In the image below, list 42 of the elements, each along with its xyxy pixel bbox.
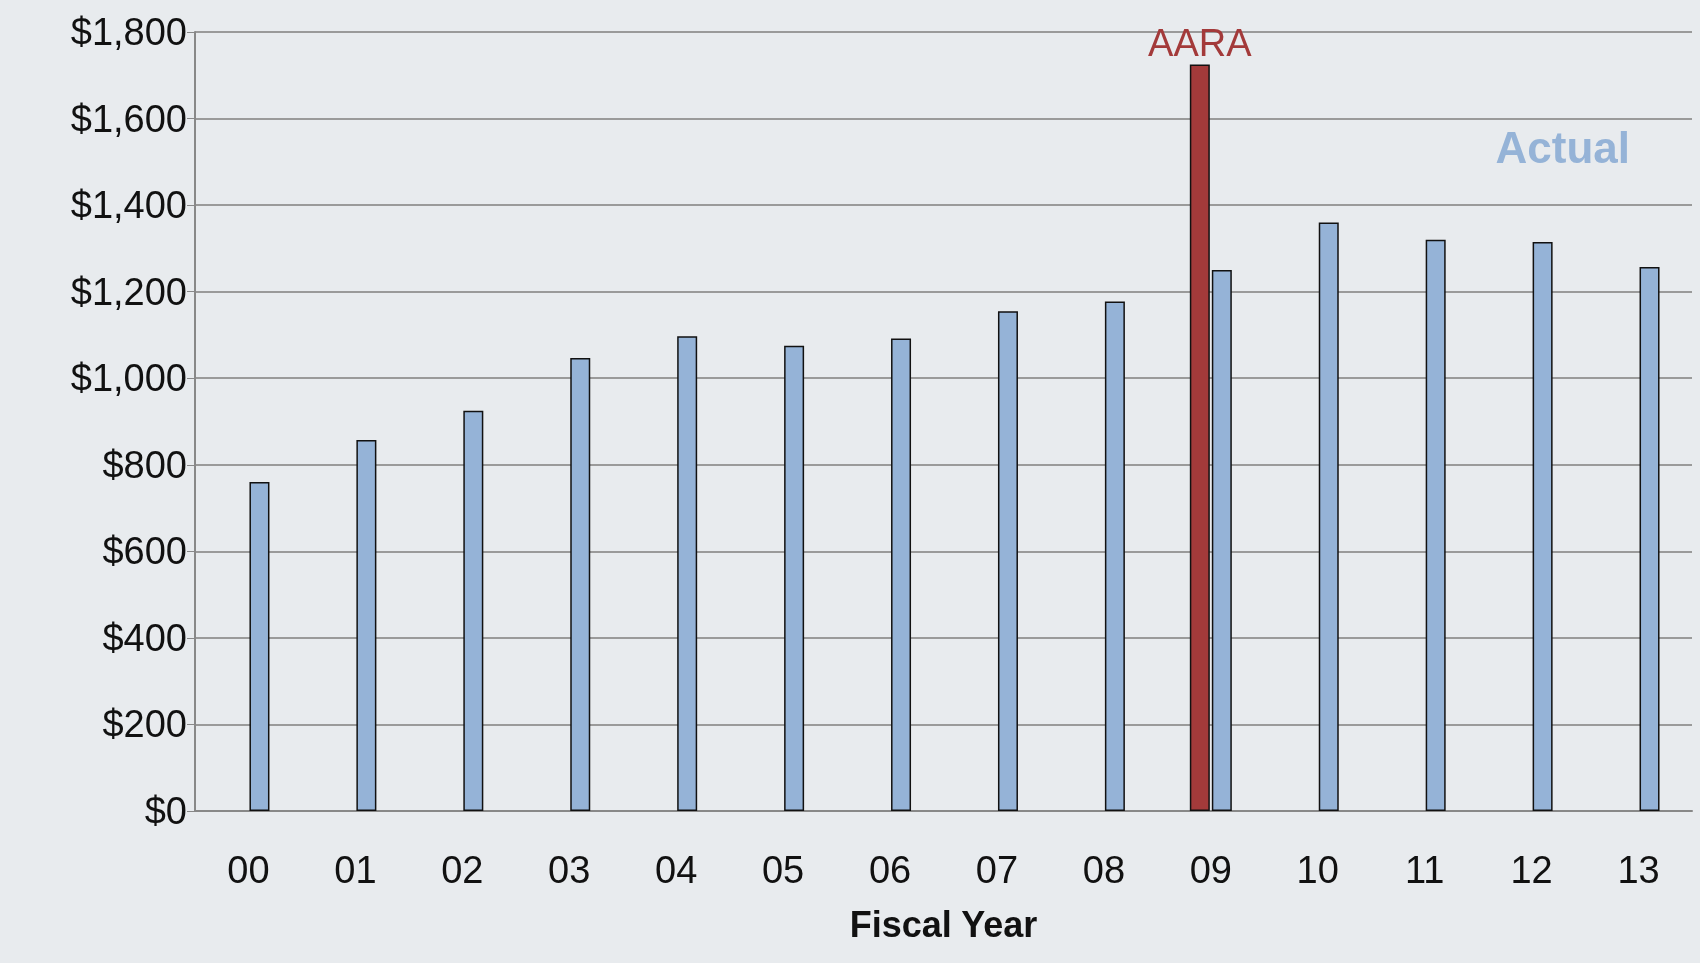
bar: [891, 338, 912, 811]
x-tick-label: 12: [1510, 849, 1553, 891]
x-tick-label: 04: [655, 849, 698, 891]
y-tick-label: $1,200: [70, 270, 187, 313]
y-tick-label: $1,600: [70, 97, 187, 140]
bar: [1425, 239, 1446, 811]
y-tick-label: $800: [102, 443, 187, 486]
x-tick-label: 10: [1296, 849, 1339, 891]
y-tick-label: $600: [102, 530, 187, 573]
bar: [1189, 64, 1210, 811]
bar: [570, 357, 591, 811]
x-tick-label: 06: [868, 849, 912, 891]
bar: [997, 311, 1018, 811]
bar: [1211, 270, 1232, 811]
series-label: AARA: [1148, 22, 1253, 65]
y-tick-label: $200: [102, 703, 187, 746]
x-tick-label: 01: [334, 849, 377, 891]
x-tick-label: 02: [441, 849, 484, 891]
x-tick-label: 08: [1082, 849, 1126, 891]
series-label: Actual: [1495, 122, 1631, 172]
x-tick-label: 07: [975, 849, 1019, 891]
x-axis-title: Fiscal Year: [849, 903, 1038, 945]
y-tick-label: $400: [102, 616, 187, 659]
y-tick-label: $1,000: [70, 357, 187, 400]
y-tick-label: $0: [144, 790, 187, 832]
bar: [463, 410, 484, 811]
bar: [356, 440, 377, 811]
bar: [1532, 241, 1553, 811]
x-tick-label: 05: [761, 849, 805, 891]
bar: [1639, 267, 1660, 811]
bar: [677, 336, 698, 811]
bar: [784, 345, 805, 811]
x-tick-label: 09: [1189, 849, 1232, 891]
bar: [1318, 222, 1339, 811]
x-tick-label: 13: [1617, 849, 1660, 891]
x-tick-label: 11: [1404, 849, 1445, 891]
bar: [249, 482, 270, 811]
x-tick-label: 03: [548, 849, 591, 891]
y-tick-label: $1,400: [70, 184, 187, 227]
y-tick-label: $1,800: [70, 11, 187, 53]
bar: [1104, 301, 1125, 811]
x-tick-label: 00: [227, 849, 270, 891]
